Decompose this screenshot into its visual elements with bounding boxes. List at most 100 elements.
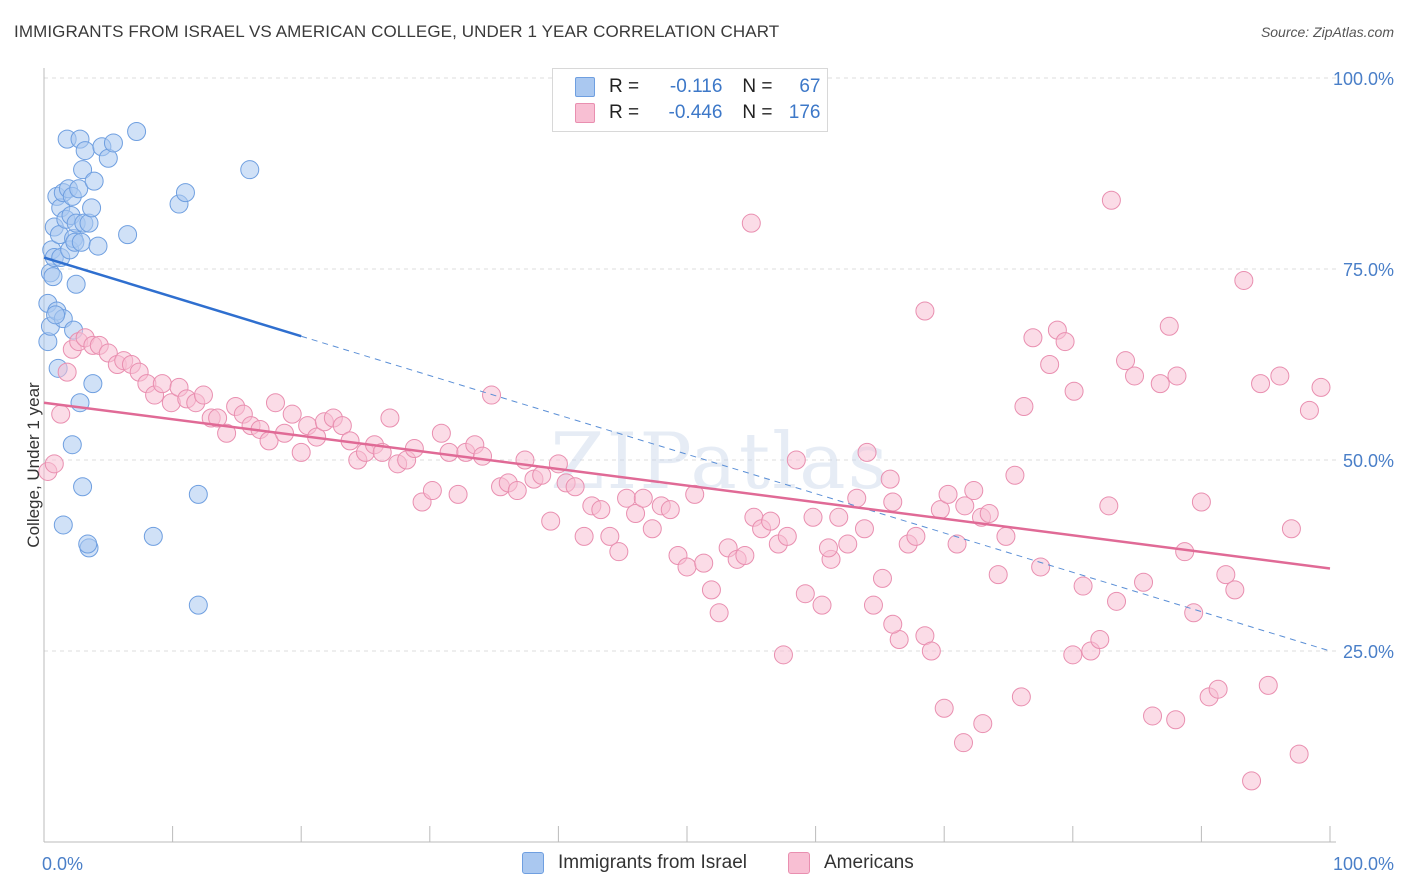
legend-swatch-americans bbox=[575, 103, 595, 123]
y-tick-label: 25.0% bbox=[1343, 642, 1394, 662]
point-israel bbox=[66, 274, 86, 294]
point-americans bbox=[660, 500, 680, 520]
point-americans bbox=[947, 534, 967, 554]
legend-label-americans: Americans bbox=[824, 852, 914, 873]
point-americans bbox=[1125, 366, 1145, 386]
point-americans bbox=[988, 565, 1008, 585]
point-americans bbox=[282, 404, 302, 424]
chart-title: IMMIGRANTS FROM ISRAEL VS AMERICAN COLLE… bbox=[14, 22, 780, 41]
point-israel bbox=[82, 198, 102, 218]
point-americans bbox=[857, 442, 877, 462]
legend-swatch-israel bbox=[575, 77, 595, 97]
point-americans bbox=[786, 450, 806, 470]
y-axis-label: College, Under 1 year bbox=[24, 382, 43, 548]
point-americans bbox=[57, 362, 77, 382]
point-israel bbox=[62, 435, 82, 455]
point-americans bbox=[591, 500, 611, 520]
point-israel bbox=[188, 484, 208, 504]
r-label: R = bbox=[609, 102, 640, 123]
legend-item-americans: Americans bbox=[788, 852, 914, 874]
point-americans bbox=[51, 404, 71, 424]
n-value-americans: 176 bbox=[788, 102, 821, 123]
point-americans bbox=[863, 595, 883, 615]
point-israel bbox=[73, 160, 93, 180]
r-value-americans: -0.446 bbox=[668, 102, 723, 123]
x-tick-label: 100.0% bbox=[1333, 854, 1394, 874]
point-israel bbox=[88, 236, 108, 256]
point-americans bbox=[1005, 465, 1025, 485]
point-americans bbox=[915, 301, 935, 321]
r-value-israel: -0.116 bbox=[669, 76, 723, 97]
point-americans bbox=[332, 416, 352, 436]
legend-swatch-israel bbox=[522, 852, 544, 874]
point-americans bbox=[473, 446, 493, 466]
x-tick-label: 0.0% bbox=[42, 854, 83, 874]
y-tick-label: 100.0% bbox=[1333, 69, 1394, 89]
point-israel bbox=[118, 225, 138, 245]
point-americans bbox=[795, 584, 815, 604]
point-americans bbox=[883, 614, 903, 634]
point-americans bbox=[1101, 190, 1121, 210]
n-label: N = bbox=[742, 76, 773, 97]
point-americans bbox=[1184, 603, 1204, 623]
point-americans bbox=[217, 423, 237, 443]
point-americans bbox=[1116, 351, 1136, 371]
point-israel bbox=[127, 121, 147, 141]
stats-row-israel: R = -0.116 N = 67 bbox=[575, 75, 821, 99]
series-legend: Immigrants from Israel Americans bbox=[0, 852, 1406, 878]
point-americans bbox=[448, 484, 468, 504]
point-americans bbox=[609, 542, 629, 562]
point-americans bbox=[996, 526, 1016, 546]
point-americans bbox=[1159, 316, 1179, 336]
point-americans bbox=[565, 477, 585, 497]
point-americans bbox=[1107, 591, 1127, 611]
point-americans bbox=[1011, 687, 1031, 707]
point-americans bbox=[964, 481, 984, 501]
point-americans bbox=[44, 454, 64, 474]
n-label: N = bbox=[742, 102, 773, 123]
point-americans bbox=[880, 469, 900, 489]
point-israel bbox=[175, 183, 195, 203]
point-americans bbox=[1270, 366, 1290, 386]
point-americans bbox=[1311, 377, 1331, 397]
point-americans bbox=[291, 442, 311, 462]
point-americans bbox=[152, 374, 172, 394]
point-americans bbox=[818, 538, 838, 558]
point-americans bbox=[1023, 328, 1043, 348]
point-americans bbox=[1073, 576, 1093, 596]
point-americans bbox=[741, 213, 761, 233]
point-americans bbox=[677, 557, 697, 577]
trend-line-israel-extended bbox=[301, 335, 1331, 652]
legend-item-israel: Immigrants from Israel bbox=[522, 852, 747, 874]
watermark: ZIPatlas bbox=[550, 417, 889, 507]
point-americans bbox=[1014, 397, 1034, 417]
point-americans bbox=[921, 641, 941, 661]
point-israel bbox=[73, 477, 93, 497]
point-americans bbox=[1064, 381, 1084, 401]
point-americans bbox=[541, 511, 561, 531]
point-americans bbox=[626, 503, 646, 523]
point-americans bbox=[1099, 496, 1119, 516]
point-israel bbox=[46, 305, 66, 325]
point-americans bbox=[439, 442, 459, 462]
point-israel bbox=[78, 534, 98, 554]
point-americans bbox=[812, 595, 832, 615]
point-americans bbox=[507, 481, 527, 501]
point-americans bbox=[1150, 374, 1170, 394]
point-americans bbox=[735, 546, 755, 565]
point-americans bbox=[1031, 557, 1051, 577]
point-americans bbox=[701, 580, 721, 600]
point-americans bbox=[1251, 374, 1271, 394]
point-americans bbox=[838, 534, 858, 554]
point-americans bbox=[193, 385, 213, 405]
point-americans bbox=[1143, 706, 1163, 726]
legend-swatch-americans bbox=[788, 852, 810, 874]
point-americans bbox=[1289, 744, 1309, 764]
point-americans bbox=[208, 408, 228, 428]
point-americans bbox=[1208, 679, 1228, 699]
point-americans bbox=[883, 492, 903, 512]
point-americans bbox=[1090, 630, 1110, 650]
point-americans bbox=[1225, 580, 1245, 600]
point-israel bbox=[143, 526, 163, 546]
legend-label-israel: Immigrants from Israel bbox=[558, 852, 747, 873]
